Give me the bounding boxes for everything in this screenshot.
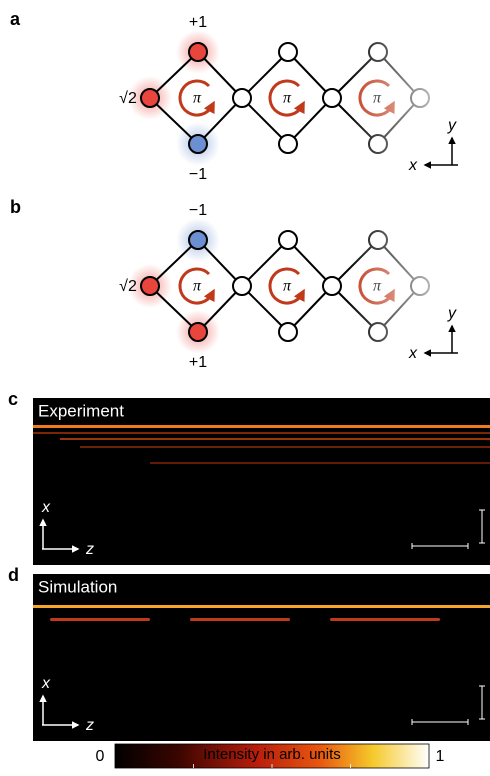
amplitude: +1 bbox=[189, 14, 207, 31]
panel-label: c bbox=[8, 389, 18, 409]
site bbox=[233, 277, 251, 295]
panel-label: b bbox=[10, 197, 21, 217]
panel-label: d bbox=[8, 565, 19, 585]
fade bbox=[345, 224, 435, 348]
panel-title: Simulation bbox=[38, 577, 117, 596]
colorbar-max: 1 bbox=[436, 748, 445, 765]
beam bbox=[33, 605, 490, 608]
axis-label: x bbox=[41, 675, 51, 692]
site bbox=[189, 135, 207, 153]
axis-label: x bbox=[41, 499, 51, 516]
site bbox=[323, 89, 341, 107]
amplitude: +1 bbox=[189, 354, 207, 371]
axis-label: x bbox=[408, 157, 418, 174]
axis-label: y bbox=[447, 305, 457, 322]
panel-label: a bbox=[10, 9, 21, 29]
beam bbox=[80, 446, 490, 448]
site bbox=[141, 277, 159, 295]
beam bbox=[33, 425, 490, 428]
intensity-map bbox=[33, 398, 490, 565]
colorbar-min: 0 bbox=[96, 748, 105, 765]
beam bbox=[330, 618, 440, 621]
site bbox=[279, 231, 297, 249]
site bbox=[141, 89, 159, 107]
site bbox=[279, 323, 297, 341]
beam bbox=[190, 618, 290, 621]
site bbox=[189, 43, 207, 61]
beam bbox=[60, 438, 490, 440]
site bbox=[189, 323, 207, 341]
figure: aπππ+1√2−1yxbπππ−1√2+1yxcExperimentxzdSi… bbox=[0, 0, 490, 771]
fade bbox=[345, 36, 435, 160]
flux-label: π bbox=[283, 278, 292, 295]
beam bbox=[50, 618, 150, 621]
amplitude: √2 bbox=[119, 90, 137, 107]
flux-label: π bbox=[193, 90, 202, 107]
site bbox=[189, 231, 207, 249]
site bbox=[233, 89, 251, 107]
site bbox=[279, 135, 297, 153]
site bbox=[279, 43, 297, 61]
amplitude: −1 bbox=[189, 166, 207, 183]
beam bbox=[150, 462, 490, 464]
intensity-map bbox=[33, 574, 490, 741]
axis-label: x bbox=[408, 345, 418, 362]
axis-label: z bbox=[85, 717, 94, 734]
flux-label: π bbox=[193, 278, 202, 295]
amplitude: √2 bbox=[119, 278, 137, 295]
site bbox=[323, 277, 341, 295]
panel-title: Experiment bbox=[38, 401, 124, 420]
colorbar-label: Intensity in arb. units bbox=[203, 746, 341, 763]
axis-label: z bbox=[85, 541, 94, 558]
axis-label: y bbox=[447, 117, 457, 134]
amplitude: −1 bbox=[189, 202, 207, 219]
flux-label: π bbox=[283, 90, 292, 107]
beam bbox=[33, 432, 490, 434]
